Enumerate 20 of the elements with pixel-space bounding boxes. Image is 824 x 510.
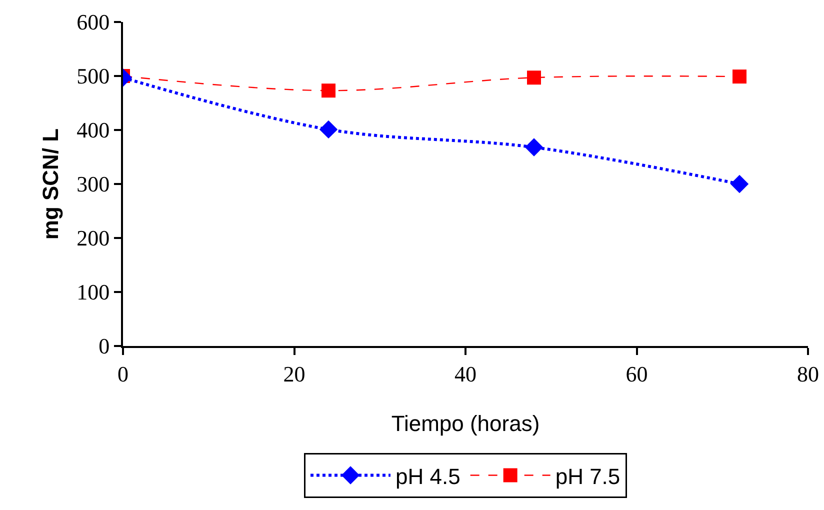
y-tick-label: 600	[76, 10, 110, 35]
x-tick-label: 0	[118, 361, 128, 386]
y-tick-label: 200	[76, 226, 110, 251]
point	[732, 70, 746, 84]
y-tick-label: 500	[76, 64, 110, 89]
legend-label: pH 7.5	[555, 464, 620, 489]
y-tick-label: 0	[98, 334, 110, 359]
x-axis-title: Tiempo (horas)	[391, 410, 540, 436]
y-tick-label: 100	[76, 280, 110, 305]
x-tick-label: 40	[454, 361, 476, 386]
point	[524, 138, 544, 156]
point	[527, 70, 541, 85]
legend-label: pH 4.5	[396, 464, 460, 489]
y-tick-label: 400	[76, 118, 110, 143]
x-tick-label: 80	[797, 361, 819, 386]
x-tick-label: 60	[626, 361, 648, 386]
point	[730, 174, 749, 194]
y-axis-title: mg SCN/ L	[38, 128, 63, 240]
y-tick-label: 300	[76, 172, 110, 197]
x-tick-label: 20	[283, 361, 306, 386]
